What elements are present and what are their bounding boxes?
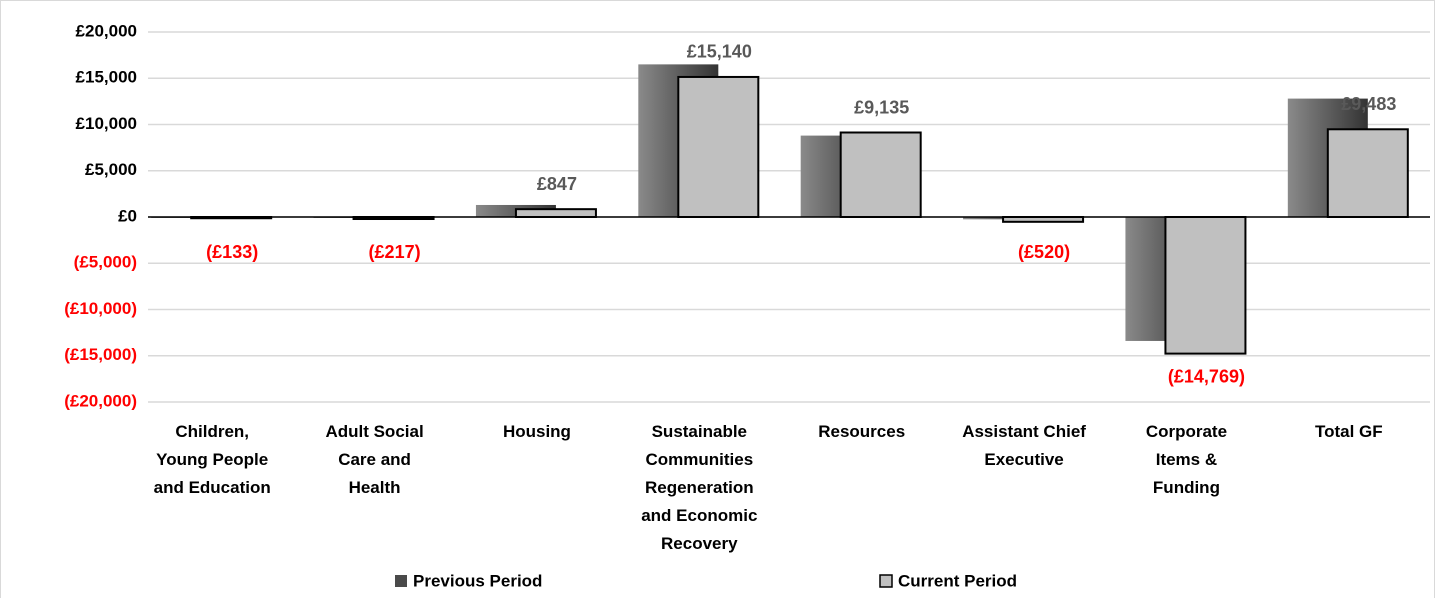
legend-label: Current Period: [898, 571, 1017, 590]
x-tick-label: Assistant Chief Executive: [962, 422, 1086, 469]
data-label: (£217): [369, 242, 421, 262]
data-label: £847: [537, 174, 577, 194]
x-tick-label: Corporate Items & Funding: [1146, 422, 1227, 497]
x-tick-label: Sustainable Communities Regeneration and Ec…: [641, 422, 757, 553]
legend-swatch: [395, 575, 407, 587]
y-tick-label: £5,000: [85, 160, 137, 179]
y-tick-label: (£20,000): [64, 391, 137, 410]
y-tick-label: £20,000: [76, 21, 137, 40]
bar: [839, 131, 922, 218]
x-tick-label: Housing: [503, 422, 571, 441]
legend-swatch: [879, 574, 893, 588]
data-label: (£133): [206, 242, 258, 262]
x-tick-label: Resources: [818, 422, 905, 441]
y-tick-label: (£5,000): [74, 253, 137, 272]
bar: [1164, 216, 1247, 355]
y-tick-label: £0: [118, 206, 137, 225]
data-label: £15,140: [687, 42, 752, 62]
x-tick-label: Total GF: [1315, 422, 1383, 441]
x-tick-label: Children, Young People and Education: [154, 422, 271, 497]
y-tick-label: (£15,000): [64, 345, 137, 364]
bar: [514, 208, 597, 219]
bar: [1326, 128, 1409, 219]
data-label: £9,483: [1341, 94, 1396, 114]
bar: [677, 75, 760, 218]
data-label: £9,135: [854, 97, 909, 117]
data-label: (£14,769): [1168, 366, 1245, 386]
y-tick-label: £10,000: [76, 114, 137, 133]
y-tick-label: £15,000: [76, 68, 137, 87]
x-tick-label: Adult Social Care and Health: [325, 422, 423, 497]
legend-label: Previous Period: [413, 571, 542, 590]
y-tick-label: (£10,000): [64, 299, 137, 318]
data-label: (£520): [1018, 242, 1070, 262]
